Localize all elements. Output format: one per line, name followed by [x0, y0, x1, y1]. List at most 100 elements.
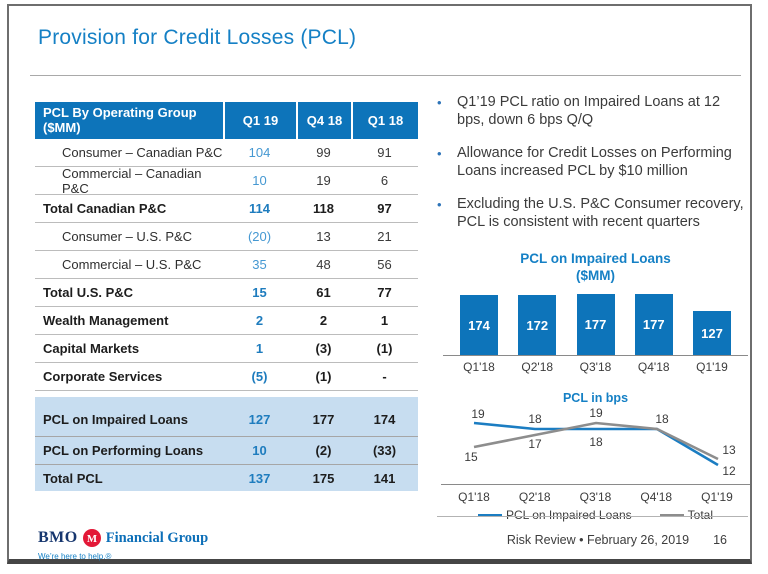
- cell-q1-19: 10: [252, 173, 267, 188]
- table-row: Commercial – U.S. P&C 35 48 56: [35, 251, 418, 279]
- bar-category-label: Q4'18: [637, 360, 670, 374]
- title-divider: [30, 75, 741, 76]
- bullet-dot-icon: •: [437, 95, 442, 110]
- bmo-financial-group-label: Financial Group: [105, 529, 209, 546]
- row-label: Corporate Services: [43, 369, 163, 384]
- bar-category-label: Q1'19: [696, 360, 728, 374]
- line-chart-legend: PCL on Impaired Loans Total: [443, 508, 748, 522]
- bar-value-label: 127: [701, 325, 723, 341]
- table-row: Consumer – Canadian P&C 104 99 91: [35, 139, 418, 167]
- line-series-impaired: [473, 421, 719, 467]
- bar-value-label: 174: [468, 317, 490, 333]
- cell-q4-18: 99: [316, 145, 331, 160]
- bar-column: 177: [568, 294, 624, 355]
- key-points-list: • Q1’19 PCL ratio on Impaired Loans at 12…: [437, 94, 751, 247]
- cell-q1-19: 10: [252, 443, 267, 458]
- bmo-logo: BMO M Financial Group: [38, 529, 208, 547]
- bullet-item: • Allowance for Credit Losses on Performi…: [437, 145, 751, 181]
- table-row: PCL on Impaired Loans 127 177 174: [35, 397, 418, 437]
- line-point-label: 18: [528, 412, 542, 426]
- bullet-dot-icon: •: [437, 196, 442, 212]
- bmo-roundel-icon: M: [82, 529, 101, 547]
- cell-q1-18: 21: [377, 229, 392, 244]
- cell-q4-18: 118: [313, 201, 334, 216]
- table-row: Total U.S. P&C 15 61 77: [35, 279, 418, 307]
- line-point-label: 18: [655, 412, 669, 426]
- row-label: Commercial – Canadian P&C: [62, 165, 202, 196]
- cell-q1-19: 15: [252, 285, 267, 300]
- svg-text:M: M: [87, 533, 97, 545]
- legend-line-gray-icon: [659, 513, 684, 517]
- bar-Q2'18: 172: [518, 295, 557, 355]
- bullet-text: Allowance for Credit Losses on Performin…: [457, 144, 732, 179]
- cell-q1-18: -: [382, 369, 387, 384]
- cell-q1-19: 127: [248, 412, 271, 427]
- cell-q4-18: 177: [312, 412, 335, 427]
- table-header-row: PCL By Operating Group ($MM) Q1 19 Q4 18…: [35, 102, 418, 139]
- cell-q1-18: 56: [377, 257, 392, 272]
- bar-value-label: 177: [642, 317, 665, 332]
- bar-column: 172: [509, 295, 565, 355]
- legend-item-impaired: PCL on Impaired Loans: [478, 508, 632, 522]
- cell-q1-18: (33): [372, 443, 397, 458]
- row-label: Capital Markets: [43, 341, 140, 356]
- line-category-label: Q2'18: [518, 490, 551, 504]
- cell-q4-18: (1): [315, 369, 332, 384]
- table-row: Corporate Services (5) (1) -: [35, 363, 418, 391]
- cell-q4-18: 48: [316, 257, 331, 272]
- cell-q4-18: 175: [312, 470, 335, 486]
- bar-column: 174: [451, 295, 507, 355]
- bar-Q3'18: 177: [576, 294, 615, 355]
- bar-category-label: Q3'18: [579, 360, 612, 374]
- footer-divider: [437, 516, 748, 517]
- legend-label: PCL on Impaired Loans: [506, 508, 632, 522]
- table-row: Consumer – U.S. P&C (20) 13 21: [35, 223, 418, 251]
- row-label: Commercial – U.S. P&C: [62, 257, 202, 272]
- table-header-q4-18: Q4 18: [296, 102, 351, 139]
- line-chart-svg: 19 18 18 18 12 15 17 19 13: [464, 406, 736, 478]
- line-point-label: 19: [471, 407, 485, 421]
- cell-q1-19: 2: [255, 313, 264, 328]
- row-label: Wealth Management: [43, 313, 169, 328]
- table-header-label: PCL By Operating Group ($MM): [43, 104, 197, 135]
- cell-q1-19: 137: [248, 470, 271, 486]
- bar-chart-subtitle: ($MM): [576, 268, 615, 283]
- line-point-label: 18: [589, 435, 603, 449]
- cell-q1-18: 141: [373, 470, 396, 486]
- cell-q4-18: (2): [315, 443, 332, 458]
- line-chart-x-axis: [441, 484, 750, 485]
- line-point-label: 15: [464, 450, 478, 464]
- cell-q1-18: 1: [380, 313, 389, 328]
- bar-chart-title: PCL on Impaired Loans: [520, 251, 671, 266]
- line-point-label: 13: [722, 443, 736, 457]
- bullet-text: Q1’19 PCL ratio on Impaired Loans at 12 …: [457, 94, 721, 128]
- bar-plot-area: 174 172 177 177 127: [443, 292, 748, 356]
- bar-Q4'18: 177: [634, 294, 673, 355]
- table-row: PCL on Performing Loans 10 (2) (33): [35, 437, 418, 465]
- cell-q1-19: 35: [252, 257, 267, 272]
- cell-q1-18: 77: [377, 285, 392, 300]
- cell-q1-19: 114: [249, 201, 270, 216]
- table-header-q1-19: Q1 19: [223, 102, 296, 139]
- legend-line-blue-icon: [478, 513, 502, 517]
- bar-Q1'19: 127: [693, 311, 731, 355]
- row-label: Consumer – U.S. P&C: [62, 229, 193, 244]
- cell-q1-18: (1): [376, 341, 393, 356]
- bullet-dot-icon: •: [437, 145, 442, 161]
- cell-q4-18: 61: [316, 285, 331, 300]
- row-label: Consumer – Canadian P&C: [62, 145, 223, 160]
- cell-q4-18: (3): [315, 341, 332, 356]
- line-chart-title: PCL in bps: [562, 391, 629, 405]
- bar-category-label: Q1'18: [463, 360, 495, 374]
- cell-q1-18: 6: [380, 173, 389, 188]
- page-number: 16: [713, 533, 727, 547]
- cell-q4-18: 2: [319, 313, 328, 328]
- bar-x-axis-labels: Q1'18 Q2'18 Q3'18 Q4'18 Q1'19: [443, 360, 748, 374]
- line-plot-area: 19 18 18 18 12 15 17 19 13: [443, 406, 748, 484]
- legend-item-total: Total: [659, 508, 713, 522]
- line-category-label: Q1'19: [701, 490, 733, 504]
- page-title: Provision for Credit Losses (PCL): [38, 26, 357, 49]
- table-header-q1-18: Q1 18: [351, 102, 418, 139]
- bmo-wordmark: BMO: [38, 529, 78, 546]
